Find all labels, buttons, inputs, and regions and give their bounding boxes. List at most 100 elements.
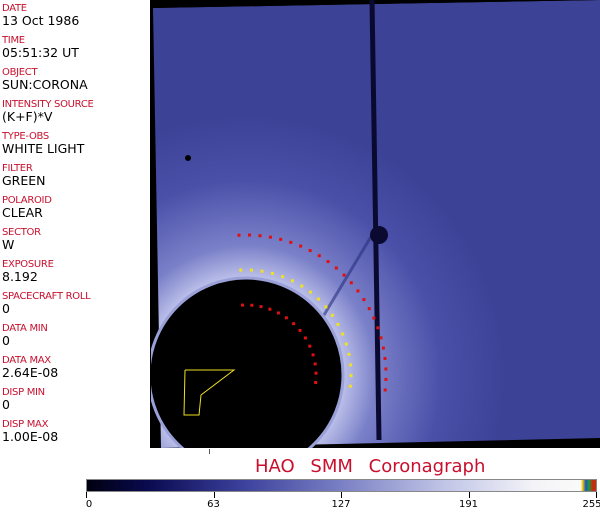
marker-dot xyxy=(347,352,351,356)
marker-dot xyxy=(289,240,293,244)
marker-dot xyxy=(342,273,346,277)
marker-dot xyxy=(311,353,315,357)
color-bar xyxy=(86,479,597,492)
marker-dot xyxy=(298,328,302,332)
marker-dot xyxy=(300,284,304,288)
field-label: EXPOSURE xyxy=(2,259,54,270)
marker-dot xyxy=(308,290,312,294)
marker-dot xyxy=(356,289,360,293)
marker-dot xyxy=(348,384,352,388)
colorbar-tick-label: 63 xyxy=(207,499,220,510)
field-intensity-source: INTENSITY SOURCE (K+F)*V xyxy=(2,99,94,124)
field-label: TYPE-OBS xyxy=(2,131,49,142)
field-spacecraft-roll: SPACECRAFT ROLL 0 xyxy=(2,291,91,316)
marker-dot xyxy=(314,371,318,375)
colorbar-tick xyxy=(468,492,470,498)
field-object: OBJECT SUN:CORONA xyxy=(2,67,88,92)
marker-dot xyxy=(349,363,353,367)
field-value: W xyxy=(2,237,15,252)
marker-dot xyxy=(341,332,345,336)
marker-dot xyxy=(362,298,366,302)
marker-dot xyxy=(303,336,307,340)
coronagraph-image xyxy=(147,0,600,474)
field-type-obs: TYPE-OBS WHITE LIGHT xyxy=(2,131,84,156)
colorbar-tick xyxy=(341,492,342,498)
field-data-min: DATA MIN 0 xyxy=(2,323,48,348)
field-date: DATE 13 Oct 1986 xyxy=(2,3,79,28)
marker-dot xyxy=(276,311,280,315)
field-label: SPACECRAFT ROLL xyxy=(2,291,91,302)
region-outline xyxy=(183,369,236,416)
marker-dot xyxy=(299,244,303,248)
marker-dot xyxy=(383,388,387,392)
field-label: DATE xyxy=(2,3,27,14)
marker-dot xyxy=(284,316,288,320)
marker-dot xyxy=(268,235,272,239)
colorbar-tick-label: 127 xyxy=(331,499,351,510)
marker-dot xyxy=(326,260,330,264)
marker-dot xyxy=(317,297,321,301)
field-polaroid: POLAROID CLEAR xyxy=(2,195,52,220)
field-label: DISP MAX xyxy=(2,419,49,430)
marker-dot xyxy=(336,322,340,326)
marker-dot xyxy=(239,268,243,272)
marker-dot xyxy=(290,279,294,283)
marker-dot xyxy=(379,336,383,340)
colorbar-tick-label: 255 xyxy=(582,499,600,510)
marker-dot xyxy=(248,233,252,237)
marker-dot xyxy=(344,342,348,346)
field-sector: SECTOR W xyxy=(2,227,41,252)
marker-dot xyxy=(308,249,312,253)
marker-dot xyxy=(349,281,353,285)
marker-dot xyxy=(317,254,321,258)
header-info-panel: DATE 13 Oct 1986 TIME 05:51:32 UT OBJECT SUN:… xyxy=(0,0,151,448)
marker-dot xyxy=(258,234,262,238)
marker-dot xyxy=(349,374,353,378)
marker-dot xyxy=(268,307,272,311)
field-value: SUN:CORONA xyxy=(2,77,88,92)
colorbar-tick-label: 191 xyxy=(458,499,479,510)
marker-dot xyxy=(308,344,312,348)
field-value: 0 xyxy=(2,301,10,316)
marker-dot xyxy=(381,346,385,350)
field-label: DATA MAX xyxy=(2,355,51,366)
colorbar-tick xyxy=(86,492,87,498)
marker-dot xyxy=(372,316,376,320)
field-label: SECTOR xyxy=(2,227,41,238)
colorbar-tick xyxy=(213,492,215,498)
marker-dot xyxy=(367,307,371,311)
field-value: 05:51:32 UT xyxy=(2,45,79,60)
field-label: FILTER xyxy=(2,163,33,174)
marker-dot xyxy=(384,367,388,371)
marker-dot xyxy=(324,305,328,309)
colorbar-tick-label: 0 xyxy=(85,499,93,510)
field-label: DISP MIN xyxy=(2,387,45,398)
marker-dot xyxy=(259,305,263,309)
marker-dot xyxy=(250,303,254,307)
marker-dot xyxy=(237,233,241,237)
marker-dot xyxy=(376,326,380,330)
marker-dot xyxy=(241,303,245,307)
field-value: WHITE LIGHT xyxy=(2,141,85,156)
marker-dot xyxy=(334,266,338,270)
marker-dot xyxy=(260,269,264,273)
field-disp-max: DISP MAX 1.00E-08 xyxy=(2,419,58,444)
field-value: GREEN xyxy=(2,173,46,188)
field-disp-min: DISP MIN 0 xyxy=(2,387,45,412)
marker-dot xyxy=(313,362,317,366)
instrument-title: HAO SMM Coronagraph xyxy=(255,456,486,477)
field-label: POLAROID xyxy=(2,195,52,206)
field-data-max: DATA MAX 2.64E-08 xyxy=(2,355,58,380)
field-label: INTENSITY SOURCE xyxy=(2,99,94,110)
field-filter: FILTER GREEN xyxy=(2,163,46,188)
marker-dot xyxy=(281,275,285,279)
marker-dot xyxy=(292,322,296,326)
field-value: CLEAR xyxy=(2,205,43,220)
marker-dot xyxy=(249,268,253,272)
field-exposure: EXPOSURE 8.192 xyxy=(2,259,54,284)
marker-dot xyxy=(383,356,387,360)
marker-dot xyxy=(279,237,283,241)
field-value: 0 xyxy=(2,397,10,412)
field-label: DATA MIN xyxy=(2,323,48,334)
field-value: 2.64E-08 xyxy=(2,365,59,380)
